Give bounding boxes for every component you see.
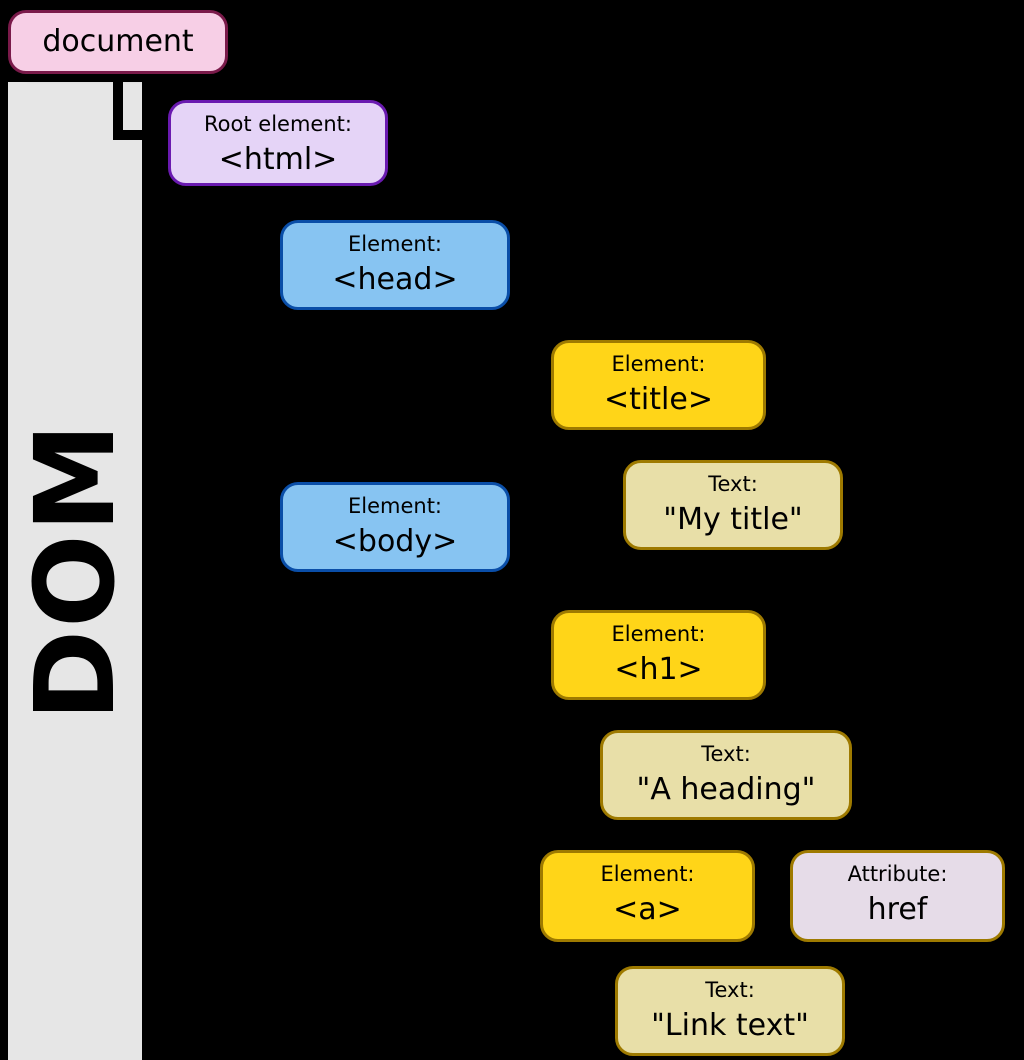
connector <box>275 182 285 226</box>
connector <box>113 130 173 140</box>
node-label: Element: <box>283 485 507 518</box>
node-label: Text: <box>626 463 840 496</box>
sidebar-title: DOM <box>11 421 139 721</box>
node-value: "My title" <box>626 496 840 537</box>
node-head: Element: <head> <box>280 220 510 310</box>
node-label: Attribute: <box>793 853 1002 886</box>
connector <box>390 306 400 486</box>
node-a: Element: <a> <box>540 850 755 942</box>
node-value: <title> <box>554 376 763 417</box>
node-value: <html> <box>171 136 385 177</box>
connector <box>390 568 400 612</box>
node-value: document <box>42 27 193 57</box>
node-label: Element: <box>283 223 507 256</box>
node-label: Element: <box>543 853 752 886</box>
node-text-h1: Text: "A heading" <box>600 730 852 820</box>
node-text-title: Text: "My title" <box>623 460 843 550</box>
diagram-canvas: DOM Document Object Model document Root … <box>0 0 1024 1060</box>
node-value: <a> <box>543 886 752 927</box>
node-value: "A heading" <box>603 766 849 807</box>
node-text-a: Text: "Link text" <box>615 966 845 1056</box>
node-value: href <box>793 886 1002 927</box>
sidebar-subtitle: Document Object Model <box>230 450 254 692</box>
node-href: Attribute: href <box>790 850 1005 942</box>
node-document: document <box>8 10 228 74</box>
node-h1: Element: <h1> <box>551 610 766 700</box>
node-label: Text: <box>603 733 849 766</box>
sidebar-panel: DOM Document Object Model <box>8 82 142 1060</box>
node-label: Text: <box>618 969 842 1002</box>
node-title: Element: <title> <box>551 340 766 430</box>
node-label: Element: <box>554 343 763 376</box>
node-body: Element: <body> <box>280 482 510 572</box>
node-label: Root element: <box>171 103 385 136</box>
node-html: Root element: <html> <box>168 100 388 186</box>
connector <box>750 892 794 902</box>
node-value: <body> <box>283 518 507 559</box>
node-value: <h1> <box>554 646 763 687</box>
node-label: Element: <box>554 613 763 646</box>
node-value: <head> <box>283 256 507 297</box>
node-value: "Link text" <box>618 1002 842 1043</box>
